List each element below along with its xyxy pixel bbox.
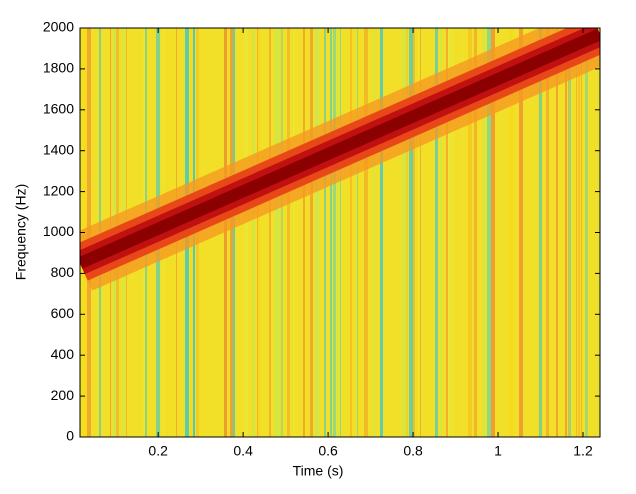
texture-stripe xyxy=(252,28,255,437)
texture-stripe xyxy=(468,28,472,437)
x-axis-label: Time (s) xyxy=(293,463,344,479)
texture-stripe xyxy=(578,28,580,437)
texture-stripe xyxy=(446,28,448,437)
texture-stripe xyxy=(483,28,485,437)
y-tick-label: 2000 xyxy=(43,19,74,35)
texture-stripe xyxy=(280,28,281,437)
texture-stripe xyxy=(585,28,588,437)
texture-stripe xyxy=(330,28,332,437)
texture-stripe xyxy=(448,28,450,437)
x-tick-label: 0.8 xyxy=(403,443,423,459)
texture-stripe xyxy=(409,28,413,437)
texture-stripe xyxy=(487,28,491,437)
texture-stripe xyxy=(406,28,408,437)
texture-stripe xyxy=(275,28,279,437)
texture-stripe xyxy=(420,28,421,437)
texture-stripe xyxy=(333,28,336,437)
texture-stripe xyxy=(576,28,577,437)
y-tick-label: 1400 xyxy=(43,141,74,157)
y-tick-label: 200 xyxy=(51,387,75,403)
texture-stripe xyxy=(581,28,582,437)
y-tick-label: 0 xyxy=(66,428,74,444)
y-tick-label: 400 xyxy=(51,346,75,362)
texture-stripe xyxy=(310,28,313,437)
texture-stripe xyxy=(462,28,463,437)
x-tick-label: 0.2 xyxy=(148,443,168,459)
texture-stripe xyxy=(440,28,442,437)
texture-stripe xyxy=(315,28,319,437)
texture-stripe xyxy=(258,28,260,437)
x-tick-label: 0.4 xyxy=(233,443,253,459)
texture-stripe xyxy=(519,28,523,437)
ridge xyxy=(80,28,600,269)
texture-stripe xyxy=(474,28,477,437)
texture-stripe xyxy=(340,28,341,437)
texture-stripe xyxy=(491,28,495,437)
texture-stripe xyxy=(451,28,454,437)
texture-stripe xyxy=(546,28,549,437)
x-tick-label: 1.2 xyxy=(573,443,593,459)
texture-stripe xyxy=(281,28,283,437)
y-tick-label: 1000 xyxy=(43,223,74,239)
texture-stripe xyxy=(594,28,595,437)
texture-stripe xyxy=(569,28,571,437)
plot-area xyxy=(80,28,600,437)
texture-stripe xyxy=(269,28,271,437)
texture-stripe xyxy=(538,28,539,437)
texture-stripe xyxy=(287,28,290,437)
texture-stripe xyxy=(556,28,558,437)
texture-stripe xyxy=(350,28,352,437)
texture-stripe xyxy=(416,28,417,437)
texture-stripe xyxy=(230,28,233,437)
texture-stripe xyxy=(380,28,383,437)
texture-stripe xyxy=(435,28,438,437)
texture-stripe xyxy=(324,28,326,437)
y-tick-label: 1600 xyxy=(43,101,74,117)
texture-stripe xyxy=(224,28,227,437)
texture-stripe xyxy=(257,28,258,437)
texture-stripe xyxy=(418,28,419,437)
texture-stripe xyxy=(357,28,358,437)
texture-stripe xyxy=(233,28,235,437)
y-tick-label: 1800 xyxy=(43,60,74,76)
texture-stripe xyxy=(539,28,542,437)
x-tick-label: 0.6 xyxy=(318,443,338,459)
texture-stripe xyxy=(373,28,375,437)
texture-stripe xyxy=(510,28,513,437)
y-axis-label: Frequency (Hz) xyxy=(13,184,29,280)
texture-stripe xyxy=(293,28,295,437)
y-tick-label: 600 xyxy=(51,305,75,321)
texture-stripe xyxy=(565,28,567,437)
x-tick-label: 1 xyxy=(494,443,502,459)
texture-stripe xyxy=(402,28,406,437)
y-tick-label: 1200 xyxy=(43,182,74,198)
texture-stripe xyxy=(568,28,569,437)
texture-stripe xyxy=(337,28,339,437)
texture-stripe xyxy=(244,28,248,437)
texture-stripe xyxy=(364,28,368,437)
texture-stripe xyxy=(413,28,415,437)
y-tick-label: 800 xyxy=(51,264,75,280)
texture-stripe xyxy=(303,28,305,437)
